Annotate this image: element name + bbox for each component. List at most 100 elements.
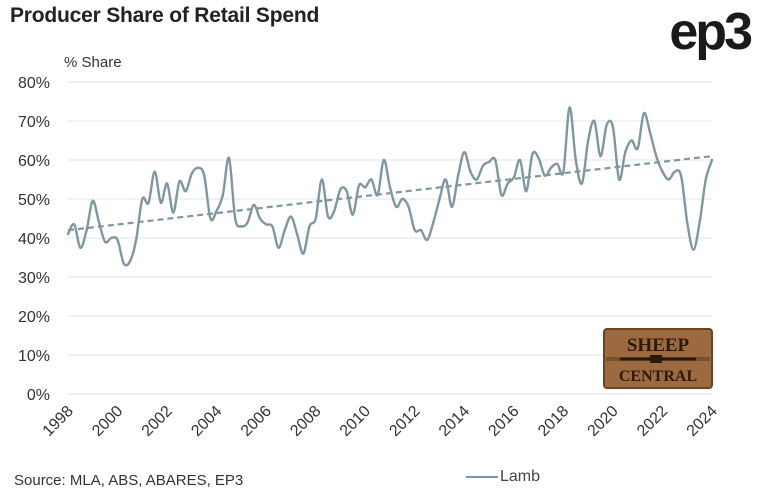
data-point [587, 139, 590, 142]
data-point [432, 221, 435, 224]
data-point [203, 174, 206, 177]
data-point [240, 225, 243, 228]
y-tick-label: 40% [18, 231, 50, 248]
data-point [66, 232, 70, 236]
x-tick-label: 2010 [337, 403, 374, 440]
data-point [134, 238, 138, 242]
data-point [518, 158, 522, 162]
data-point [494, 158, 497, 162]
data-point [580, 182, 584, 185]
data-point [512, 176, 515, 179]
y-tick-label: 60% [18, 153, 50, 170]
data-point [165, 182, 169, 185]
data-point [320, 178, 324, 181]
data-point [525, 190, 528, 193]
data-point [667, 178, 670, 181]
data-point [661, 170, 664, 173]
data-point [549, 166, 553, 169]
data-point [258, 217, 262, 220]
data-point [617, 178, 621, 181]
data-point [624, 151, 627, 154]
x-tick-label: 2022 [634, 403, 671, 440]
data-point [543, 174, 546, 177]
data-point [593, 119, 596, 123]
data-point [710, 158, 714, 162]
data-point [388, 186, 392, 189]
data-point [450, 205, 454, 208]
trend-line [67, 155, 713, 232]
data-point [364, 186, 367, 189]
chart-title: Producer Share of Retail Spend [10, 4, 320, 27]
data-point [686, 221, 689, 224]
data-point [122, 262, 125, 265]
x-tick-label: 2012 [386, 403, 423, 440]
data-point [376, 193, 379, 197]
data-point [128, 260, 132, 263]
data-point [196, 166, 200, 169]
x-tick-label: 2016 [485, 403, 522, 440]
data-point [487, 160, 491, 164]
data-point [456, 174, 460, 177]
data-point [333, 209, 336, 212]
data-point [283, 229, 286, 232]
data-point [562, 170, 565, 173]
data-point [73, 223, 76, 226]
legend-label: Lamb [500, 468, 541, 485]
data-point [153, 170, 156, 173]
x-tick-label: 2000 [89, 403, 126, 440]
data-point [147, 201, 150, 205]
data-point [277, 246, 280, 249]
data-point [463, 151, 466, 154]
sheep-central-watermark: SHEEP CENTRAL [603, 328, 713, 389]
data-point [289, 215, 293, 218]
y-tick-label: 30% [18, 270, 50, 287]
x-tick-label: 2008 [287, 403, 324, 440]
y-tick-label: 10% [18, 348, 50, 365]
data-point [91, 199, 95, 203]
x-tick-label: 2006 [238, 403, 275, 440]
x-tick-label: 1998 [40, 403, 77, 440]
data-point [357, 184, 361, 187]
data-point [314, 217, 317, 220]
data-point [159, 201, 163, 205]
data-point [413, 229, 416, 232]
y-tick-label: 20% [18, 309, 50, 326]
data-point [438, 197, 441, 201]
y-axis-label: % Share [64, 54, 122, 71]
x-tick-label: 2018 [535, 403, 572, 440]
data-point [302, 252, 305, 255]
data-point [85, 229, 88, 232]
y-axis-ticks: 0% 10% 20% 30% 40% 50% 60% 70% 80% [18, 75, 50, 404]
data-point [444, 178, 447, 181]
watermark-line2: CENTRAL [619, 368, 697, 385]
data-point [370, 178, 373, 181]
data-point [506, 182, 509, 185]
watermark-line1: SHEEP [627, 335, 690, 356]
data-point [190, 172, 193, 175]
data-point [407, 205, 410, 208]
data-point [104, 240, 107, 244]
data-point [537, 156, 540, 160]
data-point [692, 248, 695, 251]
series-layer [66, 106, 714, 267]
data-point [401, 197, 404, 201]
data-point [648, 131, 652, 134]
data-point [271, 225, 274, 228]
data-point [630, 139, 633, 142]
data-point [345, 190, 348, 193]
ep3-logo: ep3 [669, 3, 753, 61]
data-point [97, 221, 101, 224]
data-point [184, 190, 187, 193]
legend-swatch [466, 476, 498, 478]
data-point [636, 147, 639, 150]
data-point [141, 197, 144, 201]
data-point [500, 193, 503, 197]
data-point [531, 152, 534, 156]
data-point [326, 215, 330, 218]
x-tick-label: 2014 [436, 403, 473, 440]
data-point [234, 217, 237, 220]
data-point [215, 209, 218, 212]
data-point [252, 203, 255, 207]
x-tick-label: 2024 [684, 403, 721, 440]
